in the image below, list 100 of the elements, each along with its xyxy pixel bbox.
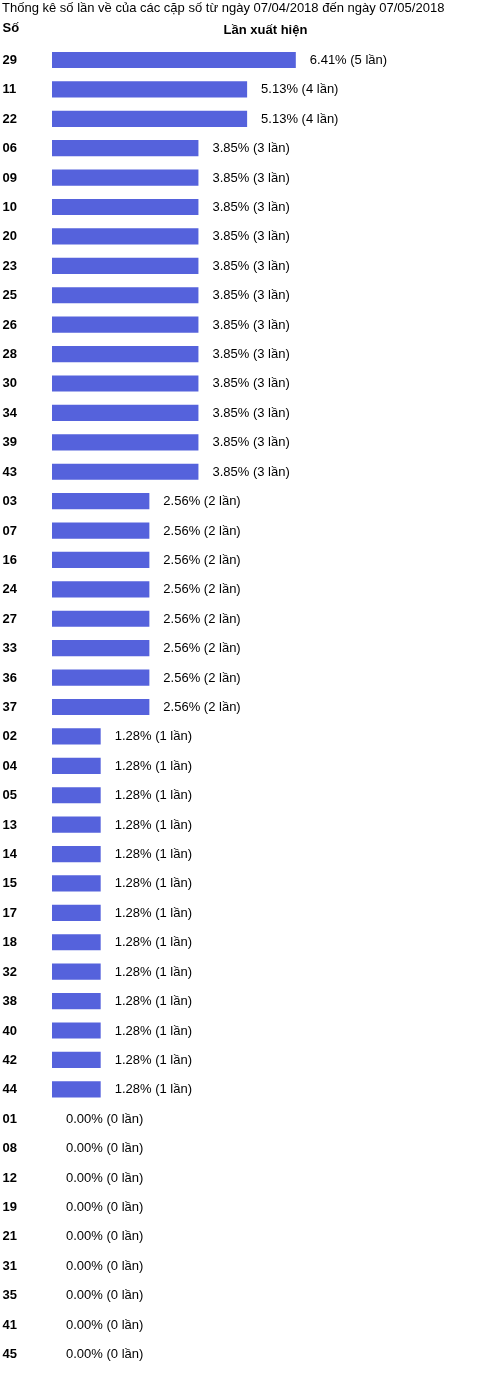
y-tick-label: 06 (2, 140, 17, 156)
data-label: 5.13% (4 lần) (261, 110, 339, 126)
y-tick-label: 41 (2, 1316, 17, 1332)
y-tick-label: 08 (2, 1140, 17, 1156)
bar (52, 404, 199, 421)
y-tick-label: 33 (2, 640, 17, 656)
y-tick-label: 13 (2, 816, 17, 832)
data-label: 3.85% (3 lần) (212, 140, 290, 156)
data-label: 2.56% (2 lần) (163, 493, 241, 509)
y-tick-label: 12 (2, 1169, 17, 1185)
y-tick-label: 31 (2, 1257, 17, 1273)
bar (52, 198, 199, 216)
bar (52, 816, 101, 833)
data-label: 1.28% (1 lần) (114, 904, 193, 920)
bar (52, 110, 248, 127)
bar (52, 757, 101, 774)
data-label: 1.28% (1 lần) (114, 757, 193, 773)
bar (52, 640, 150, 657)
data-label: 0.00% (0 lần) (66, 1198, 144, 1214)
data-label: 3.85% (3 lần) (212, 434, 290, 450)
x-axis-title: Lần xuất hiện (223, 21, 308, 37)
bar (52, 434, 199, 451)
data-label: 1.28% (1 lần) (114, 963, 193, 979)
bar (52, 787, 101, 804)
y-tick-label: 15 (2, 875, 17, 891)
bar (52, 169, 199, 186)
bar (52, 81, 248, 98)
y-tick-label: 14 (2, 846, 18, 862)
bar (52, 610, 150, 627)
bar (52, 581, 150, 598)
bar (52, 316, 199, 333)
y-tick-label: 07 (2, 522, 17, 538)
bar (52, 904, 101, 921)
bar (52, 522, 150, 539)
data-label: 1.28% (1 lần) (114, 1022, 193, 1038)
y-tick-label: 43 (2, 463, 17, 479)
y-tick-label: 28 (2, 346, 17, 362)
chart-title: Thống kê số lần về của các cặp số từ ngày 07/04/2018 đến ngày 07/05/2018 (2, 0, 445, 15)
bar (52, 287, 199, 304)
data-label: 2.56% (2 lần) (163, 522, 241, 538)
data-label: 3.85% (3 lần) (212, 287, 290, 303)
y-tick-label: 29 (2, 51, 17, 67)
bar (52, 993, 101, 1010)
bar (52, 728, 101, 745)
y-tick-label: 18 (2, 934, 17, 950)
y-tick-label: 27 (2, 610, 17, 626)
y-tick-label: 16 (2, 551, 17, 567)
data-label: 1.28% (1 lần) (114, 1051, 193, 1067)
y-tick-label: 35 (2, 1287, 17, 1303)
data-label: 3.85% (3 lần) (212, 375, 290, 391)
y-tick-label: 22 (2, 110, 17, 126)
bar (52, 375, 199, 392)
y-tick-label: 44 (2, 1081, 18, 1097)
y-tick-label: 02 (2, 728, 17, 744)
bar (52, 345, 199, 363)
data-label: 1.28% (1 lần) (114, 934, 193, 950)
data-label: 2.56% (2 lần) (163, 581, 241, 597)
data-label: 1.28% (1 lần) (114, 787, 193, 803)
data-label: 3.85% (3 lần) (212, 404, 290, 420)
data-label: 3.85% (3 lần) (212, 199, 290, 215)
data-label: 1.28% (1 lần) (114, 846, 193, 862)
y-tick-label: 40 (2, 1022, 17, 1038)
y-tick-label: 11 (2, 81, 17, 97)
data-label: 0.00% (0 lần) (66, 1110, 144, 1126)
data-label: 0.00% (0 lần) (66, 1169, 144, 1185)
y-tick-label: 20 (2, 228, 17, 244)
data-label: 0.00% (0 lần) (66, 1257, 144, 1273)
y-tick-label: 21 (2, 1228, 17, 1244)
y-tick-label: 36 (2, 669, 17, 685)
bar (52, 463, 199, 480)
bar (52, 51, 296, 69)
y-tick-label: 34 (2, 404, 18, 420)
data-label: 3.85% (3 lần) (212, 228, 290, 244)
bar (52, 493, 150, 510)
data-label: 1.28% (1 lần) (114, 993, 193, 1009)
y-tick-label: 19 (2, 1198, 17, 1214)
bar (52, 1022, 101, 1039)
data-label: 2.56% (2 lần) (163, 699, 241, 714)
y-tick-label: 17 (2, 904, 17, 920)
bar (52, 934, 101, 951)
bar (52, 875, 101, 892)
y-tick-label: 25 (2, 287, 17, 303)
y-tick-label: 38 (2, 993, 17, 1009)
data-label: 3.85% (3 lần) (212, 257, 290, 273)
data-label: 3.85% (3 lần) (212, 346, 290, 362)
data-label: 1.28% (1 lần) (114, 728, 193, 744)
data-label: 6.41% (5 lần) (309, 51, 388, 67)
y-tick-label: 10 (2, 199, 17, 215)
data-label: 3.85% (3 lần) (212, 169, 290, 185)
data-label: 2.56% (2 lần) (163, 669, 241, 685)
bar (52, 669, 150, 686)
data-label: 1.28% (1 lần) (114, 875, 193, 891)
y-tick-label: 42 (2, 1051, 17, 1067)
data-label: 2.56% (2 lần) (163, 551, 241, 567)
data-label: 0.00% (0 lần) (66, 1287, 144, 1303)
y-tick-label: 39 (2, 434, 17, 450)
bar (52, 698, 150, 716)
bar (52, 845, 101, 863)
data-label: 1.28% (1 lần) (114, 1081, 193, 1097)
y-tick-label: 04 (2, 757, 18, 773)
